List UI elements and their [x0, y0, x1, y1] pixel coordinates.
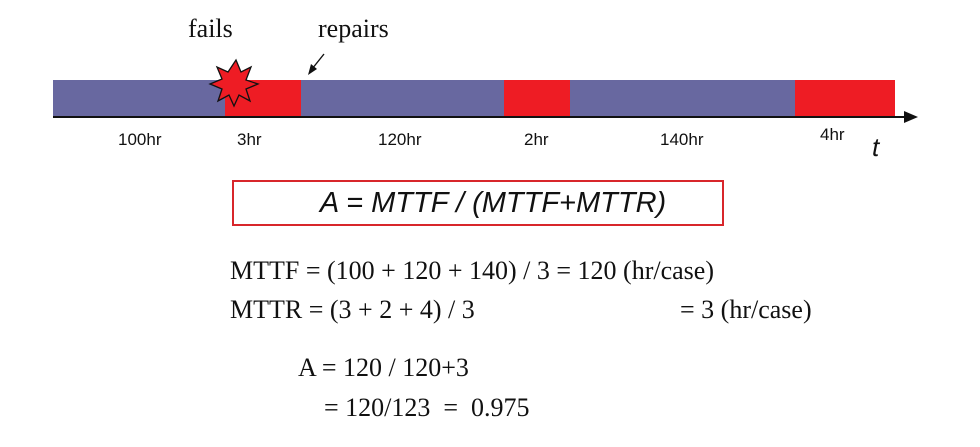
fails-label: fails — [188, 14, 233, 43]
segment-up-3 — [570, 80, 795, 117]
timeline-graphic — [53, 53, 918, 123]
duration-label-4: 2hr — [524, 130, 549, 149]
time-axis-arrowhead — [904, 111, 918, 123]
repairs-pointer-arrowhead — [308, 64, 317, 75]
availability-calc-line-1: A = 120 / 120+3 — [298, 353, 469, 382]
duration-label-2: 3hr — [237, 130, 262, 149]
duration-label-5: 140hr — [660, 130, 704, 149]
repairs-label: repairs — [318, 14, 389, 43]
duration-label-3: 120hr — [378, 130, 422, 149]
mttf-equation: MTTF = (100 + 120 + 140) / 3 = 120 (hr/c… — [230, 256, 714, 285]
availability-calc-line-2: = 120/123 = 0.975 — [324, 393, 530, 422]
segment-up-2 — [301, 80, 504, 117]
availability-formula-box: A = MTTF / (MTTF+MTTR) — [232, 180, 724, 226]
failure-burst-icon — [208, 58, 260, 108]
segment-down-3 — [795, 80, 895, 117]
duration-label-6: 4hr — [820, 125, 845, 144]
segment-down-2 — [504, 80, 570, 117]
duration-label-1: 100hr — [118, 130, 162, 149]
segment-up-1 — [53, 80, 225, 117]
time-axis-label: t — [872, 132, 880, 162]
availability-formula: A = MTTF / (MTTF+MTTR) — [319, 186, 667, 219]
mttr-equation: MTTR = (3 + 2 + 4) / 3 — [230, 295, 475, 324]
mttr-result: = 3 (hr/case) — [680, 295, 812, 324]
